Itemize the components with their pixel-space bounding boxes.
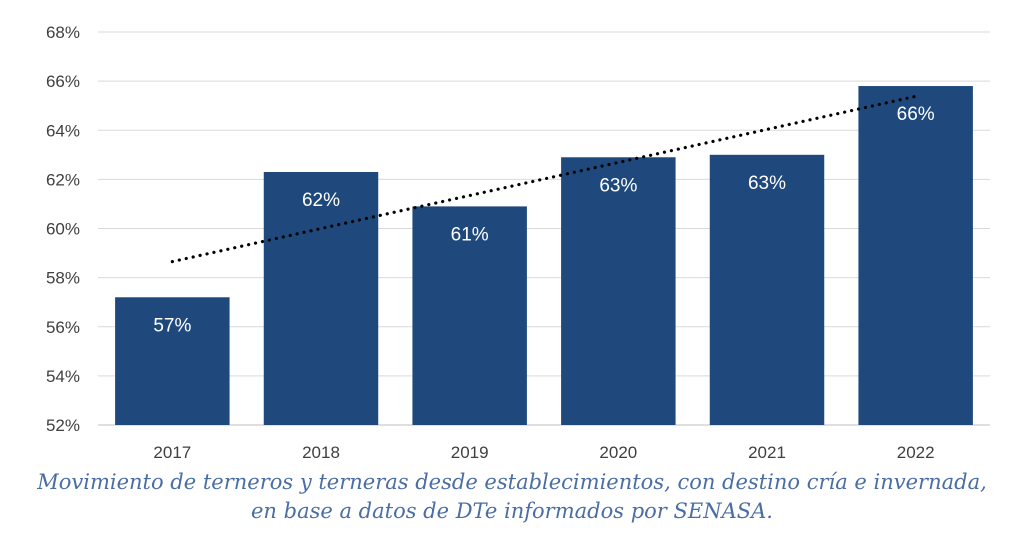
data-label: 66% bbox=[897, 104, 935, 125]
y-tick-label: 62% bbox=[46, 170, 80, 189]
data-label: 62% bbox=[302, 190, 340, 211]
bar bbox=[412, 206, 527, 425]
x-tick-label: 2021 bbox=[748, 443, 786, 462]
bar bbox=[709, 154, 825, 425]
caption-line-1: Movimiento de terneros y terneras desde … bbox=[37, 470, 987, 494]
x-tick-label: 2017 bbox=[153, 443, 191, 462]
x-tick-label: 2022 bbox=[897, 443, 935, 462]
caption-line-2: en base a datos de DTe informados por SE… bbox=[251, 499, 773, 523]
data-label: 57% bbox=[153, 315, 191, 336]
y-axis-ticks: 52% 54% 56% 58% 60% 62% 64% 66% 68% bbox=[46, 23, 80, 435]
y-tick-label: 52% bbox=[46, 416, 80, 435]
x-tick-label: 2020 bbox=[599, 443, 637, 462]
data-labels: 57% 62% 61% 63% 63% 66% bbox=[153, 104, 934, 336]
data-label: 63% bbox=[599, 175, 637, 196]
bar-chart: 52% 54% 56% 58% 60% 62% 64% 66% 68% 57% 62% 61% 63%… bbox=[46, 23, 990, 462]
y-tick-label: 66% bbox=[46, 72, 80, 91]
data-label: 61% bbox=[451, 224, 489, 245]
bar bbox=[561, 157, 676, 426]
y-tick-label: 58% bbox=[46, 269, 80, 288]
y-tick-label: 64% bbox=[46, 121, 80, 140]
y-tick-label: 68% bbox=[46, 23, 80, 42]
y-tick-label: 54% bbox=[46, 367, 80, 386]
gridlines bbox=[98, 31, 990, 426]
bar bbox=[263, 172, 379, 425]
trendline bbox=[170, 94, 918, 264]
x-axis-ticks: 2017 2018 2019 2020 2021 2022 bbox=[153, 443, 934, 462]
y-tick-label: 56% bbox=[46, 318, 80, 337]
x-tick-label: 2019 bbox=[451, 443, 489, 462]
trendline-group bbox=[170, 94, 918, 264]
bars bbox=[115, 86, 973, 426]
bar bbox=[115, 297, 230, 425]
bar bbox=[858, 86, 973, 425]
x-tick-label: 2018 bbox=[302, 443, 340, 462]
y-tick-label: 60% bbox=[46, 220, 80, 239]
data-label: 63% bbox=[748, 173, 786, 194]
